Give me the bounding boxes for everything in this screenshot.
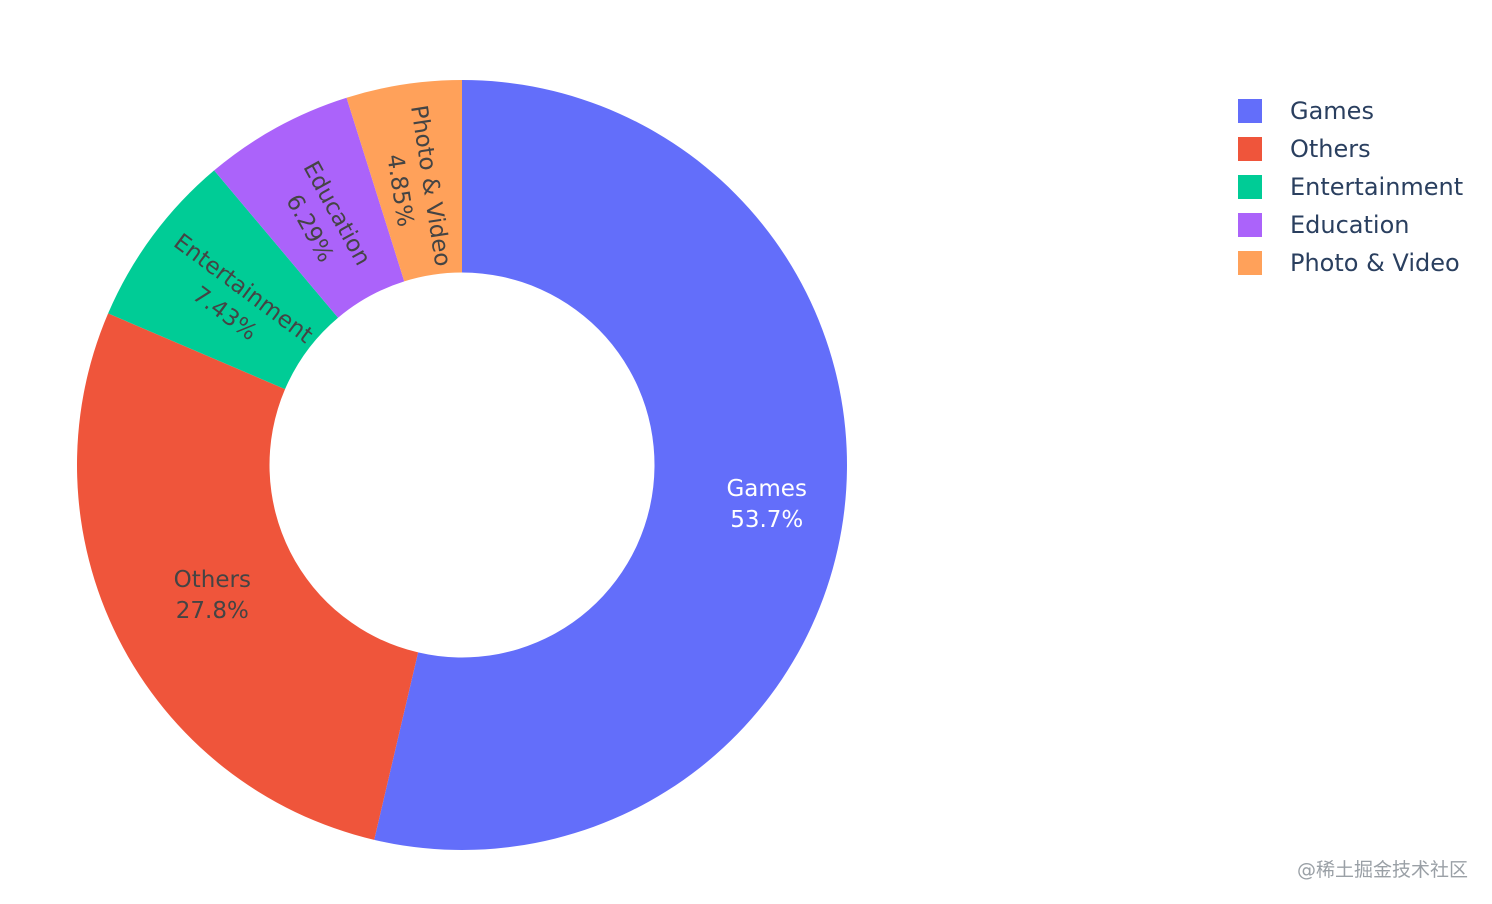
legend-item-photo-and-video[interactable]: Photo & Video <box>1238 244 1463 282</box>
slice-entertainment <box>108 170 339 390</box>
legend-swatch <box>1238 251 1262 275</box>
legend-swatch <box>1238 137 1262 161</box>
legend-label: Entertainment <box>1290 173 1464 201</box>
legend-label: Photo & Video <box>1290 249 1460 277</box>
slice-others <box>77 313 419 840</box>
slice-percent-label: 27.8% <box>176 598 249 624</box>
watermark-text: @稀土掘金技术社区 <box>1296 859 1468 881</box>
legend-label: Games <box>1290 97 1374 125</box>
legend-label: Education <box>1290 211 1410 239</box>
legend: Games Others Entertainment Education Photo &… <box>1238 92 1463 282</box>
legend-item-entertainment[interactable]: Entertainment <box>1238 168 1463 206</box>
slice-label-others: Others 27.8% <box>174 567 251 624</box>
legend-item-games[interactable]: Games <box>1238 92 1463 130</box>
slice-category-label: Others <box>174 567 251 593</box>
slice-education <box>214 97 405 318</box>
slice-photo-and-video <box>346 80 462 282</box>
slice-labels: Games 53.7%Others 27.8%Entertainment7.43%E… <box>169 103 807 624</box>
slice-games <box>374 80 847 850</box>
legend-item-others[interactable]: Others <box>1238 130 1463 168</box>
legend-swatch <box>1238 175 1262 199</box>
legend-item-education[interactable]: Education <box>1238 206 1463 244</box>
legend-swatch <box>1238 99 1262 123</box>
legend-swatch <box>1238 213 1262 237</box>
donut-slices <box>77 80 847 850</box>
legend-label: Others <box>1290 135 1371 163</box>
slice-label-games: Games 53.7% <box>726 476 806 533</box>
slice-category-label: Games <box>726 476 806 502</box>
slice-percent-label: 53.7% <box>730 507 803 533</box>
